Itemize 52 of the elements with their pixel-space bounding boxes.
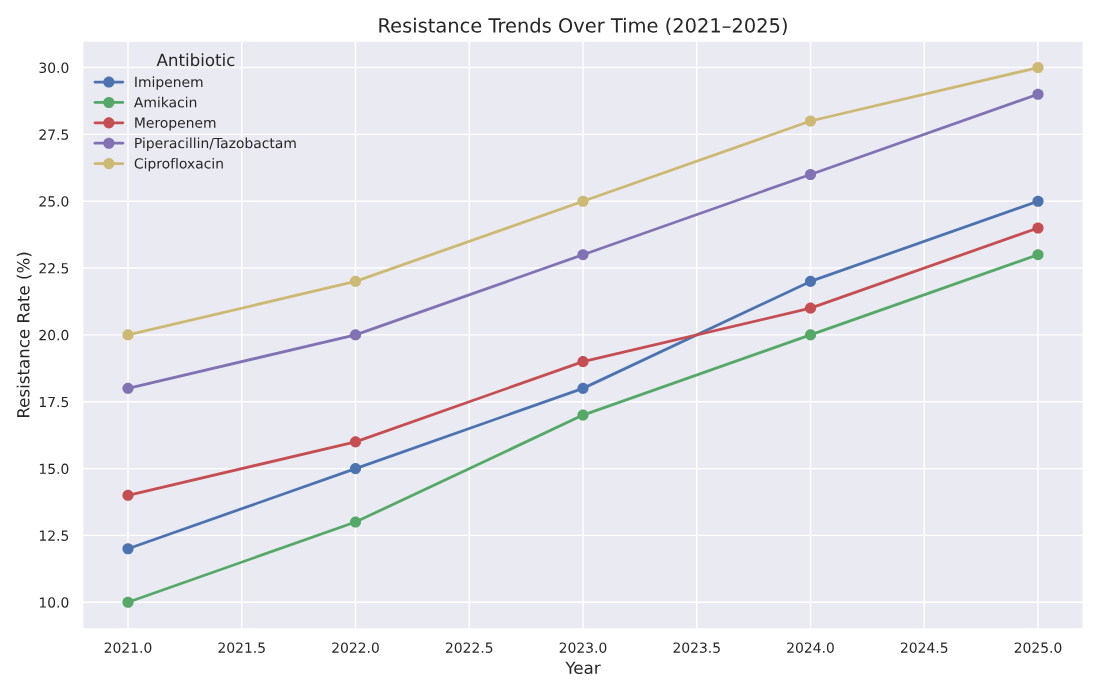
- point: [804, 329, 817, 341]
- y-tick-label: 27.5: [39, 129, 69, 140]
- x-tick-label: 2021.5: [218, 642, 265, 653]
- point: [122, 543, 134, 555]
- legend-label: Meropenem: [135, 117, 216, 131]
- y-tick-label: 25.0: [39, 196, 69, 207]
- point: [349, 463, 362, 475]
- point: [349, 516, 362, 528]
- point: [577, 382, 589, 394]
- point: [122, 382, 134, 394]
- point: [1032, 249, 1044, 261]
- y-tick-label: 17.5: [39, 396, 69, 408]
- y-tick-label: 12.5: [39, 530, 69, 541]
- point: [804, 302, 817, 314]
- point: [577, 356, 589, 368]
- y-tick-label: 10.0: [39, 597, 69, 608]
- point: [1032, 88, 1044, 100]
- x-axis-title: Year: [565, 661, 601, 675]
- point: [1032, 222, 1044, 234]
- x-tick-label: 2022.5: [445, 642, 493, 653]
- y-tick-label: 30.0: [39, 62, 69, 74]
- x-tick-label: 2022.0: [332, 642, 379, 653]
- legend-label: Ciprofloxacin: [134, 157, 223, 172]
- point: [1032, 61, 1044, 74]
- y-tick-label: 15.0: [39, 463, 69, 475]
- x-tick-label: 2024.0: [787, 642, 834, 653]
- chart-title: Resistance Trends Over Time (2021–2025): [379, 17, 787, 36]
- legend-label: Imipenem: [135, 76, 203, 90]
- point: [349, 275, 362, 287]
- point: [122, 329, 134, 341]
- legend-label: Piperacillin/Tazobactam: [135, 137, 296, 151]
- y-axis-title: Resistance Rate (%): [16, 252, 32, 417]
- x-tick-label: 2023.0: [559, 642, 607, 653]
- point: [122, 596, 134, 608]
- y-tick-label: 22.5: [39, 263, 69, 274]
- legend-title: Antibiotic: [156, 53, 235, 67]
- point: [349, 329, 362, 341]
- point: [804, 275, 817, 287]
- point: [804, 115, 817, 127]
- point: [804, 168, 817, 181]
- x-tick-label: 2025.0: [1014, 642, 1062, 653]
- point: [122, 489, 134, 501]
- point: [577, 195, 589, 207]
- point: [577, 409, 589, 421]
- y-tick-label: 20.0: [39, 329, 69, 341]
- x-tick-label: 2024.5: [900, 642, 948, 653]
- point: [349, 436, 362, 448]
- x-tick-label: 2023.5: [673, 642, 720, 653]
- legend-label: Amikacin: [134, 96, 197, 108]
- x-tick-label: 2021.0: [104, 642, 152, 653]
- point: [1032, 195, 1044, 207]
- point: [577, 249, 589, 261]
